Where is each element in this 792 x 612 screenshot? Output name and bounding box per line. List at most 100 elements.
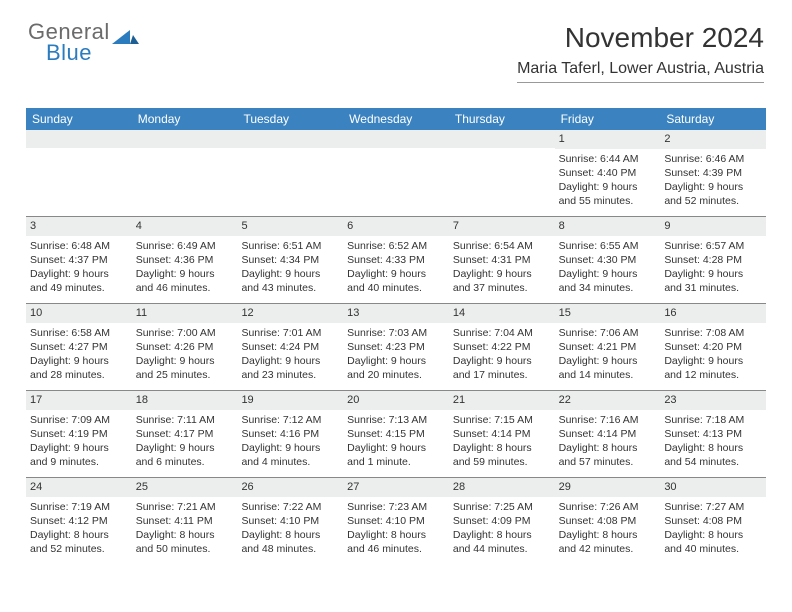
daylight-text-1: Daylight: 8 hours bbox=[136, 528, 234, 542]
weekday-header: Thursday bbox=[449, 108, 555, 130]
day-number: 8 bbox=[555, 217, 661, 236]
sunrise-text: Sunrise: 7:01 AM bbox=[241, 326, 339, 340]
sunrise-text: Sunrise: 6:58 AM bbox=[30, 326, 128, 340]
day-body: Sunrise: 7:26 AMSunset: 4:08 PMDaylight:… bbox=[555, 497, 661, 561]
day-number: 20 bbox=[343, 391, 449, 410]
sunrise-text: Sunrise: 7:03 AM bbox=[347, 326, 445, 340]
day-number: 19 bbox=[237, 391, 343, 410]
day-number: 11 bbox=[132, 304, 238, 323]
daylight-text-1: Daylight: 9 hours bbox=[664, 180, 762, 194]
day-cell: 18Sunrise: 7:11 AMSunset: 4:17 PMDayligh… bbox=[132, 391, 238, 477]
daylight-text-1: Daylight: 8 hours bbox=[30, 528, 128, 542]
sunset-text: Sunset: 4:10 PM bbox=[241, 514, 339, 528]
sunset-text: Sunset: 4:19 PM bbox=[30, 427, 128, 441]
logo-word-2: Blue bbox=[46, 43, 110, 64]
day-number: 13 bbox=[343, 304, 449, 323]
sunrise-text: Sunrise: 7:04 AM bbox=[453, 326, 551, 340]
sunrise-text: Sunrise: 7:25 AM bbox=[453, 500, 551, 514]
daylight-text-2: and 44 minutes. bbox=[453, 542, 551, 556]
day-cell: 6Sunrise: 6:52 AMSunset: 4:33 PMDaylight… bbox=[343, 217, 449, 303]
daylight-text-1: Daylight: 9 hours bbox=[347, 267, 445, 281]
daylight-text-1: Daylight: 9 hours bbox=[241, 267, 339, 281]
day-cell: 9Sunrise: 6:57 AMSunset: 4:28 PMDaylight… bbox=[660, 217, 766, 303]
sunset-text: Sunset: 4:33 PM bbox=[347, 253, 445, 267]
sunrise-text: Sunrise: 6:49 AM bbox=[136, 239, 234, 253]
day-number: 24 bbox=[26, 478, 132, 497]
daylight-text-2: and 6 minutes. bbox=[136, 455, 234, 469]
sunset-text: Sunset: 4:11 PM bbox=[136, 514, 234, 528]
day-number bbox=[449, 130, 555, 148]
day-number: 12 bbox=[237, 304, 343, 323]
day-cell: 23Sunrise: 7:18 AMSunset: 4:13 PMDayligh… bbox=[660, 391, 766, 477]
daylight-text-1: Daylight: 9 hours bbox=[664, 267, 762, 281]
day-body: Sunrise: 7:18 AMSunset: 4:13 PMDaylight:… bbox=[660, 410, 766, 474]
weekday-header: Tuesday bbox=[237, 108, 343, 130]
day-cell: 14Sunrise: 7:04 AMSunset: 4:22 PMDayligh… bbox=[449, 304, 555, 390]
daylight-text-1: Daylight: 8 hours bbox=[559, 441, 657, 455]
day-body: Sunrise: 6:51 AMSunset: 4:34 PMDaylight:… bbox=[237, 236, 343, 300]
sunset-text: Sunset: 4:14 PM bbox=[453, 427, 551, 441]
daylight-text-1: Daylight: 9 hours bbox=[30, 354, 128, 368]
daylight-text-2: and 49 minutes. bbox=[30, 281, 128, 295]
sunset-text: Sunset: 4:24 PM bbox=[241, 340, 339, 354]
daylight-text-2: and 43 minutes. bbox=[241, 281, 339, 295]
day-body: Sunrise: 7:27 AMSunset: 4:08 PMDaylight:… bbox=[660, 497, 766, 561]
daylight-text-1: Daylight: 8 hours bbox=[453, 441, 551, 455]
day-body: Sunrise: 7:25 AMSunset: 4:09 PMDaylight:… bbox=[449, 497, 555, 561]
week-row: 1Sunrise: 6:44 AMSunset: 4:40 PMDaylight… bbox=[26, 130, 766, 216]
daylight-text-2: and 37 minutes. bbox=[453, 281, 551, 295]
sunrise-text: Sunrise: 6:57 AM bbox=[664, 239, 762, 253]
sunrise-text: Sunrise: 7:23 AM bbox=[347, 500, 445, 514]
daylight-text-2: and 9 minutes. bbox=[30, 455, 128, 469]
day-body: Sunrise: 7:19 AMSunset: 4:12 PMDaylight:… bbox=[26, 497, 132, 561]
sunset-text: Sunset: 4:23 PM bbox=[347, 340, 445, 354]
sunset-text: Sunset: 4:09 PM bbox=[453, 514, 551, 528]
day-number: 1 bbox=[555, 130, 661, 149]
day-body: Sunrise: 7:04 AMSunset: 4:22 PMDaylight:… bbox=[449, 323, 555, 387]
daylight-text-2: and 46 minutes. bbox=[347, 542, 445, 556]
sunset-text: Sunset: 4:34 PM bbox=[241, 253, 339, 267]
daylight-text-1: Daylight: 9 hours bbox=[664, 354, 762, 368]
day-number: 14 bbox=[449, 304, 555, 323]
daylight-text-1: Daylight: 9 hours bbox=[559, 354, 657, 368]
sunset-text: Sunset: 4:31 PM bbox=[453, 253, 551, 267]
day-cell: 16Sunrise: 7:08 AMSunset: 4:20 PMDayligh… bbox=[660, 304, 766, 390]
sunrise-text: Sunrise: 6:44 AM bbox=[559, 152, 657, 166]
sunrise-text: Sunrise: 7:19 AM bbox=[30, 500, 128, 514]
day-body: Sunrise: 7:23 AMSunset: 4:10 PMDaylight:… bbox=[343, 497, 449, 561]
daylight-text-1: Daylight: 9 hours bbox=[453, 267, 551, 281]
day-body: Sunrise: 6:44 AMSunset: 4:40 PMDaylight:… bbox=[555, 149, 661, 213]
daylight-text-1: Daylight: 8 hours bbox=[559, 528, 657, 542]
sunset-text: Sunset: 4:15 PM bbox=[347, 427, 445, 441]
calendar: Sunday Monday Tuesday Wednesday Thursday… bbox=[26, 108, 766, 564]
day-cell: 11Sunrise: 7:00 AMSunset: 4:26 PMDayligh… bbox=[132, 304, 238, 390]
day-body: Sunrise: 7:06 AMSunset: 4:21 PMDaylight:… bbox=[555, 323, 661, 387]
day-cell: 12Sunrise: 7:01 AMSunset: 4:24 PMDayligh… bbox=[237, 304, 343, 390]
daylight-text-1: Daylight: 9 hours bbox=[347, 354, 445, 368]
day-body: Sunrise: 7:22 AMSunset: 4:10 PMDaylight:… bbox=[237, 497, 343, 561]
day-cell: 1Sunrise: 6:44 AMSunset: 4:40 PMDaylight… bbox=[555, 130, 661, 216]
weekday-header: Saturday bbox=[660, 108, 766, 130]
daylight-text-1: Daylight: 9 hours bbox=[559, 267, 657, 281]
daylight-text-1: Daylight: 9 hours bbox=[136, 267, 234, 281]
sunset-text: Sunset: 4:08 PM bbox=[559, 514, 657, 528]
day-number: 23 bbox=[660, 391, 766, 410]
daylight-text-2: and 23 minutes. bbox=[241, 368, 339, 382]
daylight-text-2: and 12 minutes. bbox=[664, 368, 762, 382]
sunrise-text: Sunrise: 7:22 AM bbox=[241, 500, 339, 514]
day-number bbox=[237, 130, 343, 148]
sunset-text: Sunset: 4:37 PM bbox=[30, 253, 128, 267]
daylight-text-2: and 31 minutes. bbox=[664, 281, 762, 295]
day-number: 7 bbox=[449, 217, 555, 236]
daylight-text-2: and 25 minutes. bbox=[136, 368, 234, 382]
daylight-text-2: and 52 minutes. bbox=[664, 194, 762, 208]
day-number: 29 bbox=[555, 478, 661, 497]
day-cell: 8Sunrise: 6:55 AMSunset: 4:30 PMDaylight… bbox=[555, 217, 661, 303]
daylight-text-1: Daylight: 8 hours bbox=[241, 528, 339, 542]
daylight-text-2: and 17 minutes. bbox=[453, 368, 551, 382]
daylight-text-2: and 40 minutes. bbox=[664, 542, 762, 556]
sunrise-text: Sunrise: 7:11 AM bbox=[136, 413, 234, 427]
daylight-text-2: and 28 minutes. bbox=[30, 368, 128, 382]
sunset-text: Sunset: 4:10 PM bbox=[347, 514, 445, 528]
sunrise-text: Sunrise: 6:54 AM bbox=[453, 239, 551, 253]
